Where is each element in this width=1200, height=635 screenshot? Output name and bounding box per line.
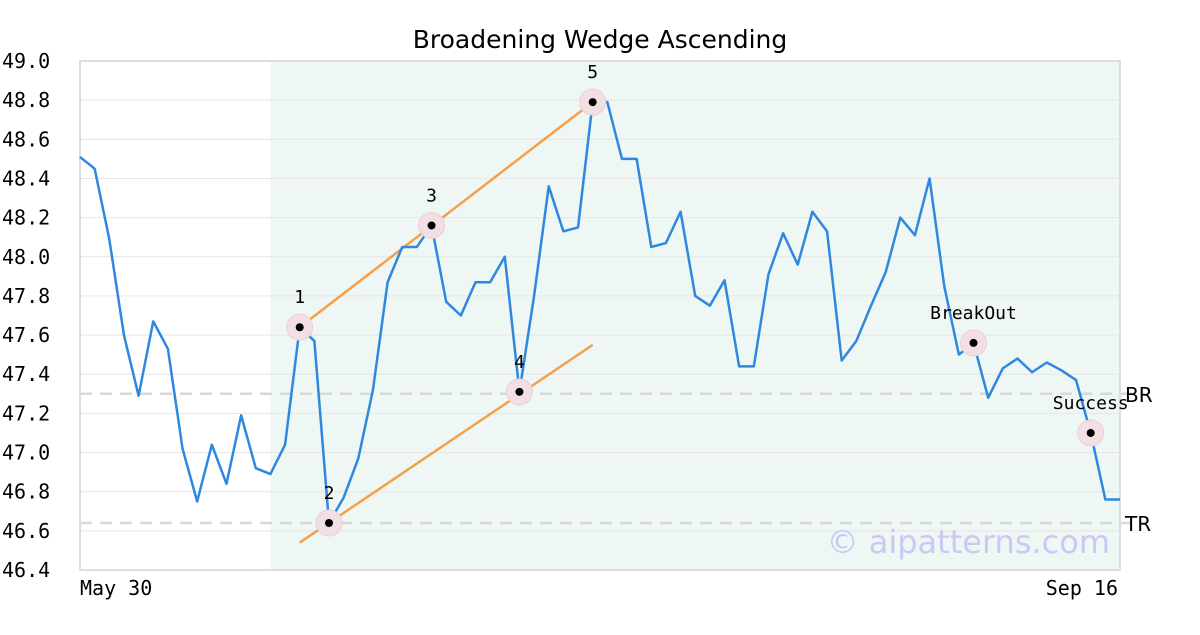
- point-marker: [1086, 428, 1095, 437]
- y-tick-label: 47.6: [2, 323, 50, 347]
- point-label: 2: [324, 483, 335, 504]
- point-label: BreakOut: [930, 303, 1017, 324]
- point-marker: [427, 221, 436, 230]
- y-tick-label: 47.8: [2, 284, 50, 308]
- y-tick-label: 49.0: [2, 49, 50, 73]
- point-marker: [515, 387, 524, 396]
- y-tick-label: 47.0: [2, 441, 50, 465]
- point-label: 3: [426, 185, 437, 206]
- point-marker: [325, 519, 334, 528]
- y-tick-label: 46.4: [2, 558, 50, 582]
- point-label: 4: [514, 352, 525, 373]
- reference-label: TR: [1124, 512, 1151, 536]
- y-tick-label: 46.8: [2, 480, 50, 504]
- point-marker: [588, 98, 597, 107]
- y-tick-label: 48.0: [2, 245, 50, 269]
- trendline: [298, 101, 594, 329]
- y-tick-label: 48.8: [2, 88, 50, 112]
- point-marker: [295, 323, 304, 332]
- chart-title: Broadening Wedge Ascending: [413, 25, 788, 54]
- y-tick-label: 48.2: [2, 206, 50, 230]
- point-marker: [969, 338, 978, 347]
- trendline: [299, 343, 594, 544]
- y-tick-label: 46.6: [2, 519, 50, 543]
- watermark: © aipatterns.com: [827, 523, 1110, 561]
- y-tick-label: 47.2: [2, 401, 50, 425]
- y-tick-label: 48.6: [2, 127, 50, 151]
- y-tick-label: 48.4: [2, 166, 50, 190]
- y-tick-label: 47.4: [2, 362, 50, 386]
- point-label: 1: [294, 287, 305, 308]
- plot-frame: [79, 60, 1121, 571]
- pattern-region: [270, 61, 1120, 570]
- point-label: 5: [587, 62, 598, 83]
- x-tick-label: Sep 16: [1046, 576, 1118, 600]
- point-label: Success: [1053, 393, 1129, 414]
- x-tick-label: May 30: [80, 576, 152, 600]
- reference-label: BR: [1125, 383, 1153, 407]
